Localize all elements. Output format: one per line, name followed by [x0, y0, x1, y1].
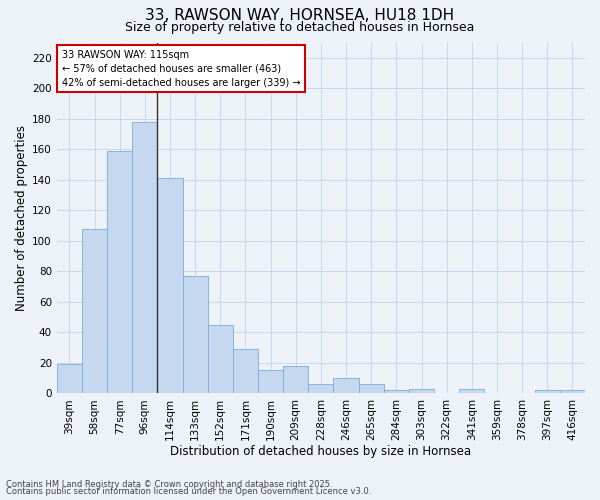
Bar — [182, 276, 208, 394]
Bar — [384, 390, 409, 394]
Y-axis label: Number of detached properties: Number of detached properties — [15, 125, 28, 311]
Bar — [107, 151, 132, 394]
Bar — [283, 366, 308, 394]
Bar — [132, 122, 157, 394]
Text: Size of property relative to detached houses in Hornsea: Size of property relative to detached ho… — [125, 21, 475, 34]
Bar — [233, 349, 258, 394]
Bar — [258, 370, 283, 394]
Bar — [308, 384, 334, 394]
Text: 33, RAWSON WAY, HORNSEA, HU18 1DH: 33, RAWSON WAY, HORNSEA, HU18 1DH — [145, 8, 455, 22]
Bar — [57, 364, 82, 394]
Bar — [560, 390, 585, 394]
Bar — [535, 390, 560, 394]
Bar — [409, 389, 434, 394]
Bar — [359, 384, 384, 394]
Text: 33 RAWSON WAY: 115sqm
← 57% of detached houses are smaller (463)
42% of semi-det: 33 RAWSON WAY: 115sqm ← 57% of detached … — [62, 50, 301, 88]
Text: Contains public sector information licensed under the Open Government Licence v3: Contains public sector information licen… — [6, 487, 371, 496]
Bar — [157, 178, 182, 394]
Bar — [208, 324, 233, 394]
Bar — [82, 228, 107, 394]
Bar — [459, 389, 484, 394]
Text: Contains HM Land Registry data © Crown copyright and database right 2025.: Contains HM Land Registry data © Crown c… — [6, 480, 332, 489]
Bar — [334, 378, 359, 394]
X-axis label: Distribution of detached houses by size in Hornsea: Distribution of detached houses by size … — [170, 444, 472, 458]
